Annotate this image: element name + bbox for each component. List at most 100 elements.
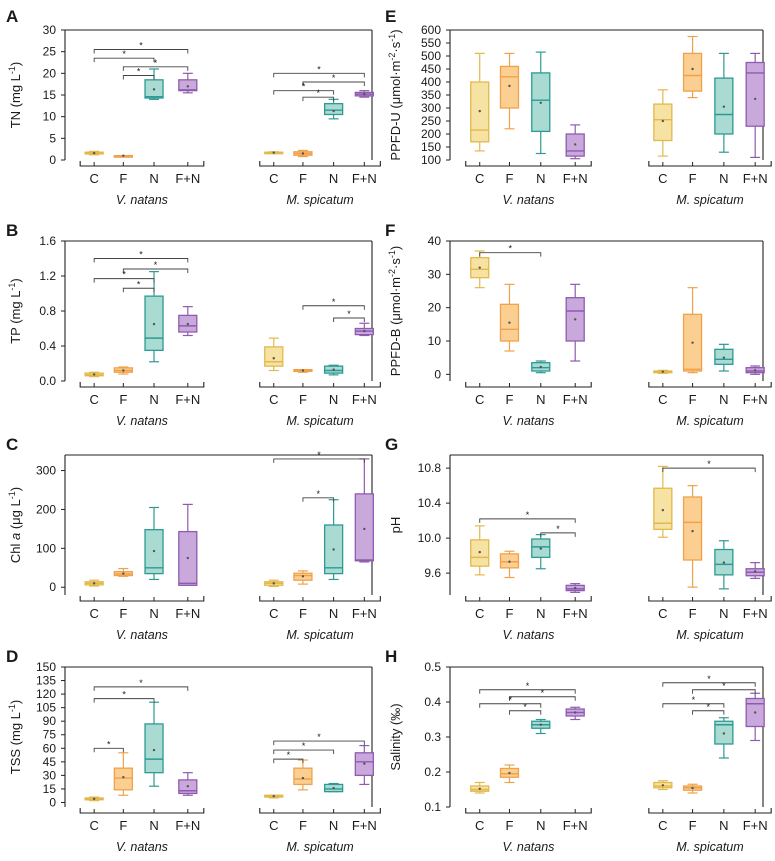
significance-bracket bbox=[122, 268, 189, 273]
significance-bracket bbox=[692, 710, 725, 715]
category-label: F bbox=[689, 171, 697, 186]
significance-bracket bbox=[662, 703, 725, 708]
significance-star: * bbox=[139, 678, 143, 688]
mean-marker bbox=[691, 529, 694, 533]
mean-marker bbox=[539, 365, 542, 369]
significance-star: * bbox=[541, 688, 545, 698]
significance-star: * bbox=[317, 64, 321, 74]
significance-star: * bbox=[523, 702, 527, 712]
category-label: N bbox=[149, 392, 158, 407]
box-f bbox=[499, 52, 520, 130]
category-label: N bbox=[536, 606, 545, 621]
y-tick-label: 45 bbox=[43, 755, 57, 769]
box-n bbox=[714, 52, 734, 153]
mean-marker bbox=[363, 762, 366, 765]
box-f bbox=[293, 368, 313, 373]
significance-bracket bbox=[273, 90, 335, 95]
group-label: V. natans bbox=[116, 414, 168, 428]
group-bracket bbox=[465, 161, 592, 167]
group-label: V. natans bbox=[116, 628, 168, 642]
mean-marker bbox=[332, 109, 335, 113]
box-fplusn bbox=[565, 706, 585, 721]
box-f bbox=[682, 35, 703, 99]
y-tick-label: 150 bbox=[36, 660, 56, 674]
panel-letter: A bbox=[6, 7, 18, 26]
y-axis-label: Chl a (μg L-1) bbox=[7, 487, 23, 563]
mean-marker bbox=[478, 787, 481, 790]
y-tick-label: 40 bbox=[428, 234, 442, 248]
mean-marker bbox=[691, 786, 694, 790]
y-tick-label: 10.0 bbox=[418, 531, 442, 545]
y-tick-label: 1.6 bbox=[39, 234, 56, 248]
y-tick-label: 75 bbox=[43, 728, 57, 742]
mean-marker bbox=[122, 154, 125, 157]
y-tick-label: 0.2 bbox=[424, 765, 441, 779]
box-f bbox=[113, 366, 133, 375]
mean-marker bbox=[301, 575, 305, 578]
panel-letter: F bbox=[385, 221, 395, 240]
category-label: C bbox=[89, 171, 98, 186]
significance-star: * bbox=[317, 450, 321, 460]
significance-star: * bbox=[139, 250, 143, 260]
category-label: F bbox=[299, 606, 307, 621]
box-c bbox=[84, 371, 104, 378]
significance-star: * bbox=[317, 732, 321, 742]
box-iqr bbox=[323, 103, 344, 116]
category-label: F bbox=[119, 606, 127, 621]
significance-star: * bbox=[692, 695, 696, 705]
y-tick-label: 15 bbox=[43, 782, 57, 796]
y-tick-label: 500 bbox=[421, 49, 441, 63]
mean-marker bbox=[661, 784, 665, 787]
mean-marker bbox=[661, 370, 665, 373]
y-tick-label: 30 bbox=[43, 768, 57, 782]
mean-marker bbox=[272, 794, 275, 798]
category-label: F+N bbox=[352, 606, 377, 621]
box-f bbox=[499, 764, 520, 784]
category-label: F+N bbox=[175, 818, 200, 833]
mean-marker bbox=[753, 570, 757, 573]
group-bracket bbox=[648, 596, 772, 602]
y-tick-label: 90 bbox=[43, 714, 57, 728]
category-label: C bbox=[475, 392, 484, 407]
significance-star: * bbox=[707, 674, 711, 684]
group-bracket bbox=[79, 382, 205, 388]
category-label: F bbox=[505, 392, 513, 407]
category-label: N bbox=[329, 606, 338, 621]
mean-marker bbox=[301, 369, 305, 372]
mean-marker bbox=[539, 723, 542, 726]
panel-letter: D bbox=[6, 647, 18, 666]
mean-marker bbox=[186, 85, 189, 88]
category-label: C bbox=[269, 818, 278, 833]
mean-marker bbox=[478, 550, 481, 554]
category-label: F bbox=[119, 392, 127, 407]
category-label: F+N bbox=[743, 392, 768, 407]
box-iqr bbox=[144, 723, 164, 774]
box-n bbox=[531, 718, 551, 735]
significance-star: * bbox=[154, 58, 158, 68]
y-tick-label: 20 bbox=[43, 66, 57, 80]
mean-marker bbox=[691, 341, 694, 344]
y-tick-label: 10 bbox=[43, 110, 57, 124]
y-tick-label: 135 bbox=[36, 674, 56, 688]
y-tick-label: 10 bbox=[428, 334, 442, 348]
category-label: N bbox=[536, 171, 545, 186]
significance-bracket bbox=[122, 66, 189, 71]
significance-bracket bbox=[273, 72, 365, 78]
category-label: F+N bbox=[743, 171, 768, 186]
y-tick-label: 15 bbox=[43, 88, 57, 102]
y-tick-label: 600 bbox=[421, 23, 441, 37]
mean-marker bbox=[574, 711, 577, 714]
mean-marker bbox=[332, 786, 335, 790]
box-c bbox=[264, 579, 284, 588]
significance-star: * bbox=[122, 690, 126, 700]
significance-star: * bbox=[526, 681, 530, 691]
panel-b: B 0.0 0.4 0.8 1.2 1.6 TP (mg L-1) C F N F+N V. nata… bbox=[6, 221, 381, 428]
category-label: C bbox=[89, 606, 98, 621]
group-bracket bbox=[465, 596, 592, 602]
significance-star: * bbox=[508, 244, 512, 254]
y-tick-label: 400 bbox=[421, 75, 441, 89]
group-label: M. spicatum bbox=[676, 414, 743, 428]
y-tick-label: 60 bbox=[43, 741, 57, 755]
panel-letter: C bbox=[6, 435, 18, 454]
box-fplusn bbox=[178, 306, 198, 337]
